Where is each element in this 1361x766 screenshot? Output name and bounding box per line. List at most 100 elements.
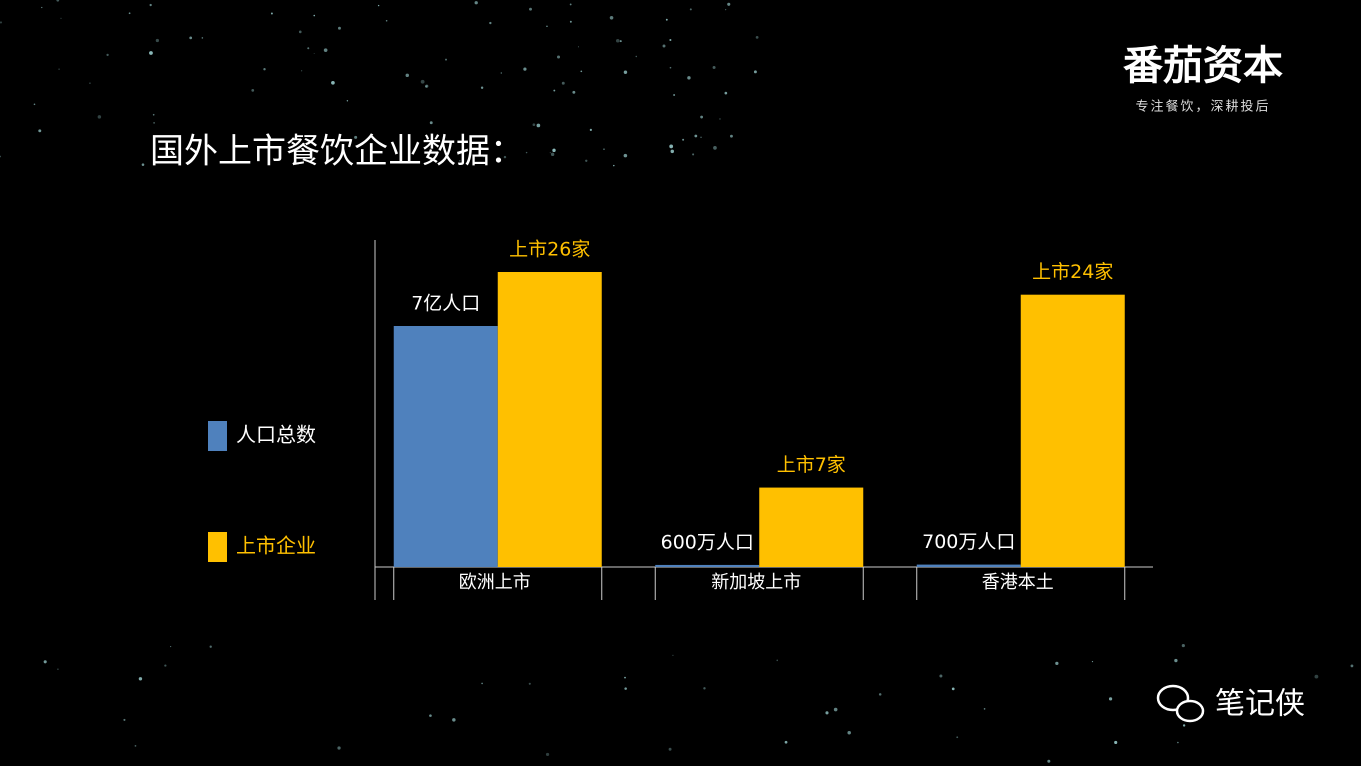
data-label: 上市24家 xyxy=(1032,261,1113,283)
star xyxy=(529,7,532,11)
star xyxy=(669,144,674,149)
bar xyxy=(655,564,760,567)
star xyxy=(189,36,193,40)
star xyxy=(700,136,702,138)
star xyxy=(623,153,628,158)
legend-label: 上市企业 xyxy=(236,534,316,558)
star xyxy=(692,153,695,156)
star xyxy=(138,677,143,681)
star xyxy=(545,752,550,757)
star xyxy=(377,4,380,7)
star xyxy=(669,66,672,69)
star xyxy=(89,82,91,84)
star xyxy=(624,676,626,679)
star xyxy=(489,21,492,25)
data-label: 600万人口 xyxy=(661,531,754,553)
slide-title: 国外上市餐饮企业数据： xyxy=(150,132,524,172)
star xyxy=(712,65,716,69)
data-label: 700万人口 xyxy=(922,531,1015,553)
x-tick-label: 欧洲上市 xyxy=(459,572,531,593)
star xyxy=(1314,674,1319,679)
star xyxy=(569,20,572,23)
star xyxy=(500,72,502,74)
star xyxy=(0,21,3,24)
star xyxy=(528,682,531,685)
data-label: 上市26家 xyxy=(509,239,590,261)
star xyxy=(323,48,328,52)
star xyxy=(337,746,341,750)
star xyxy=(713,146,717,150)
star xyxy=(429,121,433,125)
star xyxy=(619,40,622,43)
star xyxy=(0,155,1,158)
star xyxy=(201,37,204,39)
star xyxy=(719,118,721,120)
x-tick-label: 香港本土 xyxy=(982,572,1054,593)
star xyxy=(694,134,698,138)
star xyxy=(152,113,155,116)
star xyxy=(483,156,485,158)
star xyxy=(155,38,159,43)
star xyxy=(1182,724,1186,727)
star xyxy=(609,16,614,20)
star xyxy=(60,17,62,20)
star xyxy=(301,70,303,72)
star xyxy=(452,718,456,722)
star xyxy=(833,707,838,712)
star xyxy=(354,135,358,139)
star xyxy=(673,93,676,96)
star xyxy=(1108,697,1113,701)
star xyxy=(557,55,561,59)
star xyxy=(41,6,43,9)
star xyxy=(313,52,315,54)
star xyxy=(481,682,483,685)
star xyxy=(251,89,255,92)
star xyxy=(338,26,341,30)
star xyxy=(577,46,579,48)
star xyxy=(1055,661,1059,666)
star xyxy=(572,90,576,94)
star xyxy=(730,134,733,138)
star xyxy=(58,68,60,70)
star xyxy=(665,18,668,21)
star xyxy=(1177,741,1179,744)
star xyxy=(478,146,483,151)
data-label: 7亿人口 xyxy=(411,293,480,315)
bar xyxy=(1020,294,1125,567)
star xyxy=(420,79,425,84)
star xyxy=(725,8,727,11)
star xyxy=(153,121,156,124)
star xyxy=(134,744,137,747)
star xyxy=(603,148,605,150)
star xyxy=(33,103,36,106)
x-tick-label: 新加坡上市 xyxy=(711,572,801,593)
star xyxy=(687,76,691,80)
star xyxy=(550,152,555,157)
star xyxy=(480,86,484,89)
star xyxy=(532,123,536,127)
star xyxy=(847,731,851,735)
star xyxy=(445,58,447,61)
star xyxy=(878,693,882,696)
star xyxy=(149,51,153,55)
wechat-icon xyxy=(1156,684,1205,723)
star xyxy=(1091,660,1094,663)
data-label: 上市7家 xyxy=(777,454,846,476)
star xyxy=(615,38,620,43)
star xyxy=(682,138,685,141)
star xyxy=(43,660,47,664)
star xyxy=(700,115,704,119)
star xyxy=(549,152,551,154)
star xyxy=(825,711,829,715)
star xyxy=(1047,759,1051,763)
star xyxy=(385,19,388,22)
star xyxy=(569,3,572,6)
star xyxy=(474,1,478,5)
bar xyxy=(916,564,1021,567)
star xyxy=(724,91,728,95)
legend-label: 人口总数 xyxy=(236,423,316,447)
bar xyxy=(759,487,864,567)
star xyxy=(951,687,955,691)
star xyxy=(346,100,349,102)
